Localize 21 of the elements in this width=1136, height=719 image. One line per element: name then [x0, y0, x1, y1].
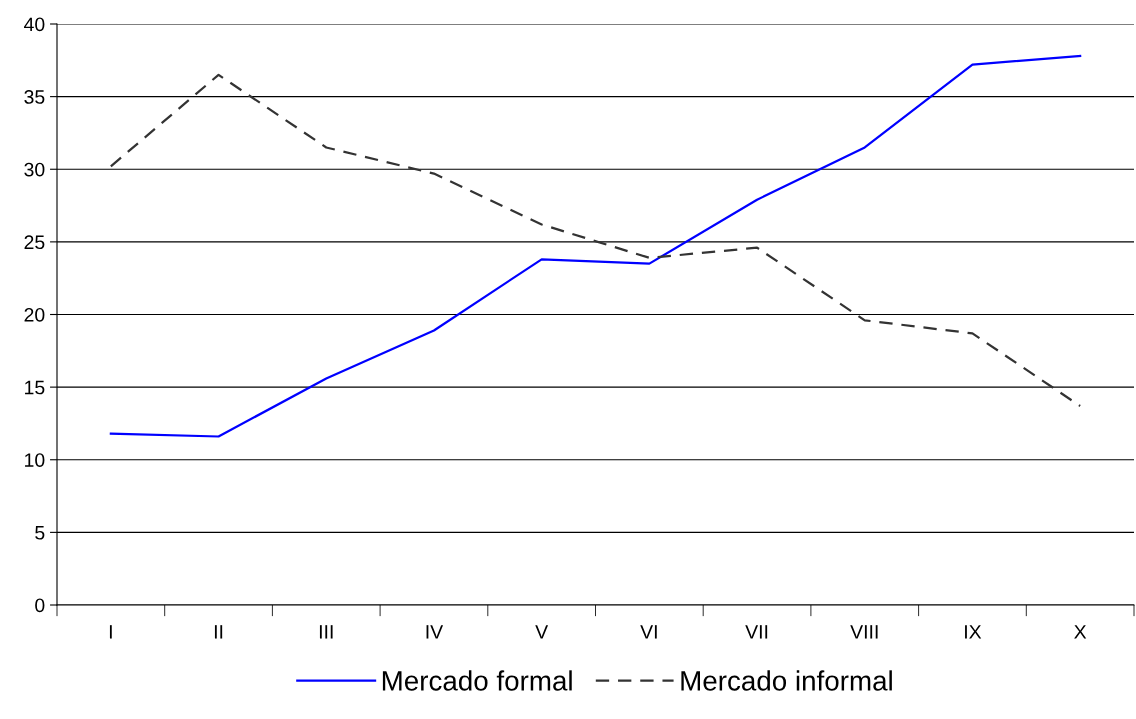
x-tick-label: IV: [426, 625, 444, 639]
x-tick-label: X: [1074, 625, 1087, 639]
y-tick-label: 30: [24, 162, 45, 177]
y-tick-label: 25: [24, 235, 45, 250]
x-tick-label: VI: [640, 625, 657, 639]
x-tick-label: VII: [745, 625, 768, 639]
x-tick-label: VIII: [850, 625, 878, 639]
x-tick-label: II: [214, 625, 223, 639]
legend-label: Mercado formal: [382, 670, 572, 691]
y-tick-label: 35: [24, 90, 45, 104]
y-tick-label: 40: [24, 17, 45, 32]
x-tick-label: III: [319, 625, 333, 639]
x-tick-label: I: [109, 625, 112, 639]
y-tick-label: 0: [35, 598, 45, 613]
y-tick-label: 20: [24, 307, 45, 322]
legend-label: Mercado informal: [681, 670, 892, 691]
y-tick-label: 5: [35, 526, 45, 540]
y-tick-label: 10: [25, 453, 45, 467]
x-tick-label: IX: [965, 625, 982, 639]
x-tick-label: V: [535, 625, 549, 639]
y-tick-label: 15: [25, 380, 45, 395]
